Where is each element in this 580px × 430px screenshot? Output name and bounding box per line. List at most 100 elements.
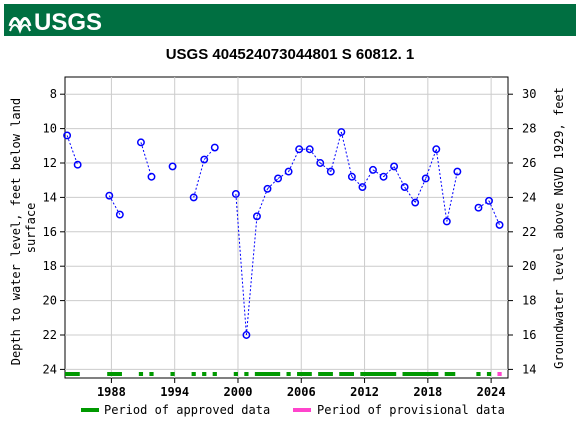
right-tick-label: 16 <box>522 328 536 342</box>
data-point <box>263 184 272 193</box>
approval-segment-approved <box>202 372 207 376</box>
data-point <box>411 198 420 207</box>
approval-segment-approved <box>402 372 439 376</box>
legend-swatch-approved <box>81 408 99 412</box>
data-point <box>316 159 325 167</box>
data-point <box>369 165 377 174</box>
x-tick-label: 1994 <box>160 385 189 399</box>
right-tick-label: 20 <box>522 259 536 273</box>
series-connector <box>193 159 205 198</box>
data-point <box>495 220 504 229</box>
usgs-logo-wave-icon <box>8 17 32 34</box>
approval-segment-approved <box>444 372 456 376</box>
approval-segment-provisional <box>497 372 502 376</box>
x-tick-label: 2024 <box>477 385 506 399</box>
data-point <box>242 331 251 339</box>
approval-segment-approved <box>244 372 249 376</box>
left-tick-label: 22 <box>43 328 57 342</box>
data-point <box>305 145 314 154</box>
right-tick-label: 28 <box>522 122 536 136</box>
data-point <box>295 145 304 154</box>
approval-segment-approved <box>149 372 154 376</box>
series-connector <box>140 142 152 177</box>
usgs-logo-text: USGS <box>34 9 102 36</box>
series-connector <box>66 135 79 165</box>
legend-swatch-provisional <box>293 408 311 412</box>
series-connector <box>351 176 363 188</box>
grid-lines <box>65 77 508 378</box>
approval-segment-approved <box>297 372 312 376</box>
right-tick-label: 30 <box>522 87 536 101</box>
left-tick-label: 10 <box>43 122 57 136</box>
left-tick-label: 18 <box>43 259 57 273</box>
usgs-logo: USGS <box>8 9 102 36</box>
x-tick-label: 2000 <box>224 385 253 399</box>
approval-segment-approved <box>170 372 175 376</box>
data-point <box>105 191 114 200</box>
series-connector <box>383 166 395 178</box>
approval-period-bar <box>65 372 502 376</box>
data-point <box>210 143 219 152</box>
series-connector <box>235 193 247 336</box>
series-connector <box>446 171 458 222</box>
data-point <box>326 167 335 176</box>
approval-segment-approved <box>65 372 80 376</box>
left-tick-label: 20 <box>43 294 57 308</box>
series-connector <box>288 149 300 172</box>
x-tick-label: 2006 <box>287 385 316 399</box>
left-axis-label: Depth to water level, feet below land su… <box>9 91 38 366</box>
data-point <box>73 160 82 169</box>
legend-label-provisional: Period of provisional data <box>317 403 505 417</box>
data-point <box>284 167 293 176</box>
legend-label-approved: Period of approved data <box>104 403 270 417</box>
plot-frame <box>64 76 509 379</box>
series-connector <box>330 131 342 172</box>
approval-segment-approved <box>360 372 397 376</box>
right-tick-label: 22 <box>522 225 536 239</box>
approval-segment-approved <box>318 372 333 376</box>
data-point <box>379 172 388 181</box>
data-point <box>358 183 367 192</box>
left-tick-label: 8 <box>50 87 57 101</box>
data-point <box>390 162 399 171</box>
data-point <box>474 203 483 212</box>
series-connector <box>488 200 501 226</box>
data-point <box>253 212 261 221</box>
data-point <box>147 172 156 181</box>
data-point <box>63 131 72 140</box>
data-point <box>347 172 356 181</box>
right-y-axis: 30 28 26 24 22 20 18 16 14 <box>508 87 536 376</box>
chart-title: USGS 404524073044801 S 60812. 1 <box>166 46 415 63</box>
left-tick-label: 14 <box>43 190 57 204</box>
approval-segment-approved <box>191 372 196 376</box>
approval-segment-approved <box>486 372 492 376</box>
right-tick-label: 26 <box>522 156 536 170</box>
right-tick-label: 24 <box>522 190 536 204</box>
approval-segment-approved <box>254 372 281 376</box>
data-point <box>485 196 493 205</box>
data-point <box>200 155 209 164</box>
approval-segment-approved <box>233 372 238 376</box>
data-point <box>421 174 430 183</box>
data-point <box>400 183 409 192</box>
left-tick-label: 16 <box>43 225 57 239</box>
data-point <box>168 162 177 171</box>
series-connector <box>309 148 321 164</box>
left-y-axis: 8 10 12 14 16 18 20 22 24 <box>43 87 65 376</box>
approval-segment-approved <box>138 372 144 376</box>
series-connector <box>267 178 279 190</box>
data-point <box>189 193 198 202</box>
left-tick-label: 24 <box>43 362 57 376</box>
data-point <box>337 128 346 136</box>
series-connector <box>435 149 448 222</box>
series-connector <box>404 186 416 203</box>
approval-segment-approved <box>476 372 481 376</box>
approval-segment-approved <box>286 372 291 376</box>
left-axis-label-line-2: surface <box>24 203 38 254</box>
series-connector <box>425 149 437 179</box>
left-tick-label: 12 <box>43 156 57 170</box>
data-point <box>453 167 462 176</box>
approval-segment-approved <box>107 372 122 376</box>
usgs-header-bar: USGS <box>4 4 576 36</box>
data-point <box>274 174 283 183</box>
